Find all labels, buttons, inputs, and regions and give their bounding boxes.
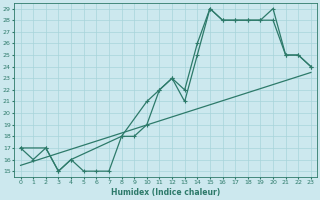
X-axis label: Humidex (Indice chaleur): Humidex (Indice chaleur) [111, 188, 220, 197]
